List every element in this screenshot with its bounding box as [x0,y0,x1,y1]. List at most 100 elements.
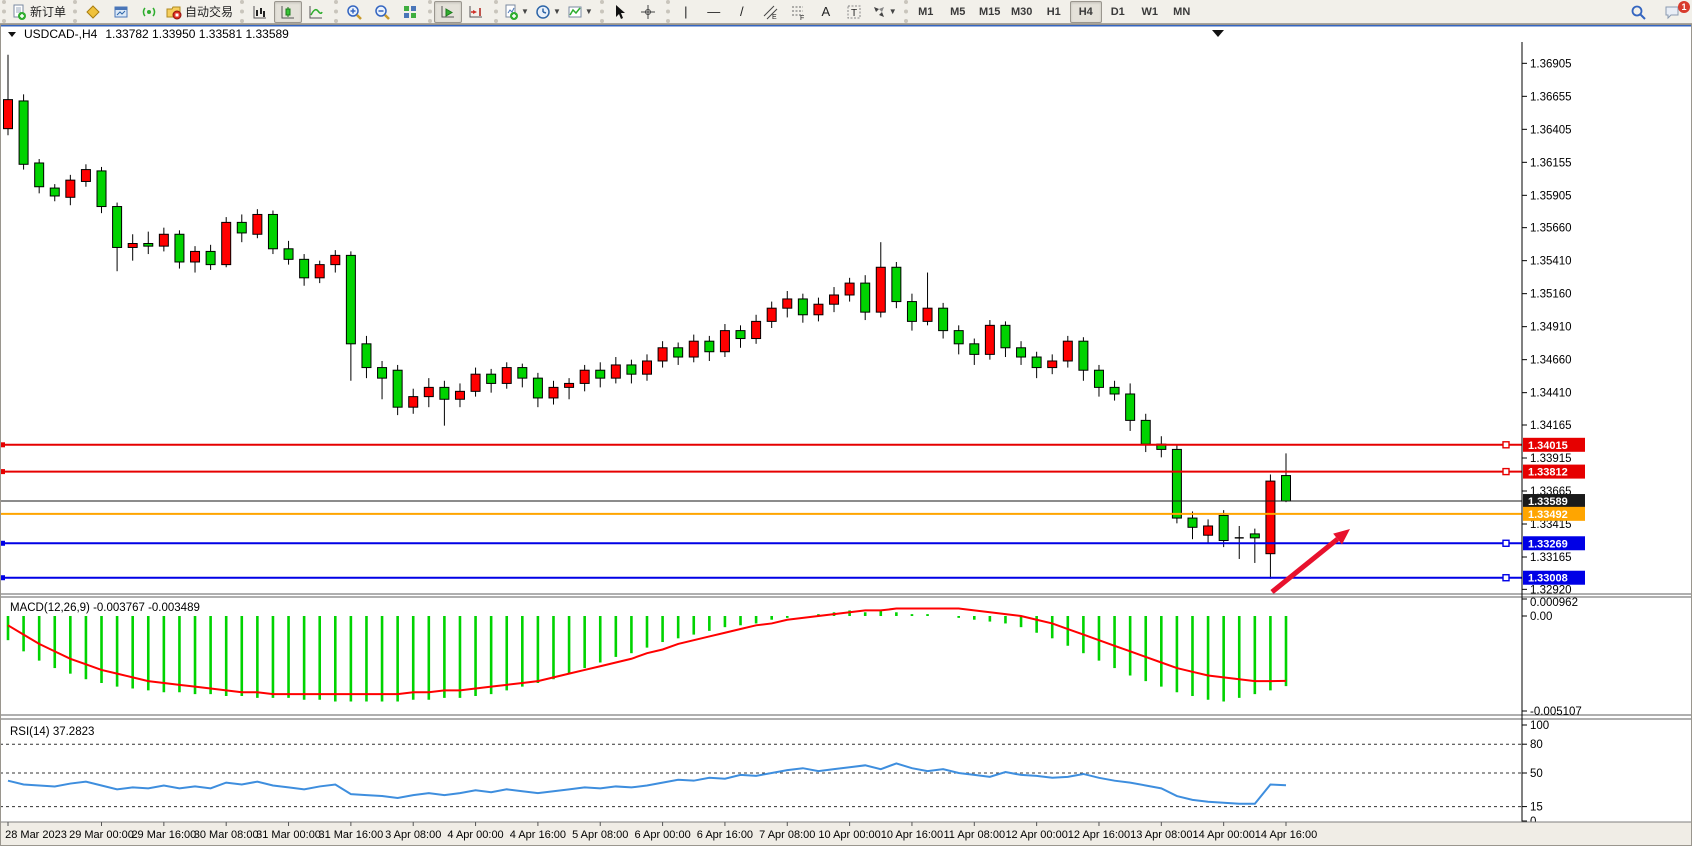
candle-body [751,320,762,340]
candle-body [143,243,154,247]
time-label: 29 Mar 00:00 [69,829,134,841]
trend-arrow-head[interactable] [1333,529,1350,545]
hline-handle-left[interactable] [0,540,5,546]
toolbar-group-objects: ▼ ▼ ▼ [494,0,598,23]
candle-body [361,343,372,369]
trendline-icon: / [739,4,744,19]
candle-body [595,369,606,379]
arrows-button[interactable]: ▼ [868,1,900,23]
new-chart-button[interactable]: ▼ [500,1,532,23]
tile-windows-button[interactable] [396,1,424,23]
time-label: 29 Mar 16:00 [131,829,196,841]
timeframe-button-D1[interactable]: D1 [1110,5,1125,18]
periods-button[interactable]: ▼ [532,1,564,23]
chevron-down-icon: ▼ [552,7,561,16]
candlestick-chart-button[interactable] [274,0,303,23]
toolbar-group-timeframes: M1 M5 M15 M30 H1 H4 D1 W1 MN [903,0,1200,23]
rsi-pane[interactable] [0,743,1522,808]
price-tag-label: 1.33492 [1528,509,1568,521]
vertical-line-button[interactable]: | [672,1,700,23]
auto-scroll-icon [441,5,455,17]
toolbar-group-zoom [334,0,426,23]
main-toolbar: 新订单 自动交易 [0,0,1692,24]
crosshair-button[interactable] [634,1,662,23]
trendline-button[interactable]: / [728,1,756,23]
notification-badge: 1 [1678,0,1690,13]
time-label: 30 Mar 08:00 [194,829,259,841]
new-order-icon [13,4,26,20]
time-label: 28 Mar 2023 [5,829,67,841]
timeframe-button-M5[interactable]: M5 [950,5,966,18]
data-window-button[interactable] [107,1,135,23]
one-click-dropdown-icon[interactable] [1212,30,1224,37]
candle-body [1249,533,1260,539]
zoom-in-button[interactable] [340,1,368,23]
timeframe-button-M15[interactable]: M15 [979,5,1001,18]
fibonacci-button[interactable]: F [784,1,812,23]
candle-body [392,369,403,408]
text-label-button[interactable]: T [840,1,868,23]
candle-body [1078,340,1089,371]
horizontal-line-button[interactable]: — [700,1,728,23]
bar-chart-button[interactable] [246,1,274,23]
macd-pane[interactable] [6,607,1288,702]
rsi-line [7,762,1287,805]
main-price-pane[interactable] [0,54,1522,594]
candle-body [564,382,575,388]
auto-trading-button[interactable]: 自动交易 [163,1,236,23]
candle-body [953,330,964,345]
timeframe-button-M1[interactable]: M1 [918,5,934,18]
notifications-button[interactable]: 1 [1658,0,1690,23]
candle-body [174,233,185,263]
timeframe-button-H1[interactable]: H1 [1046,5,1061,18]
new-order-button[interactable]: 新订单 [8,1,69,23]
chevron-down-icon: ▼ [888,7,897,16]
candle-body [18,100,29,165]
candle-body [1203,525,1214,536]
time-label: 6 Apr 16:00 [697,829,753,841]
candle-body [688,340,699,358]
timeframe-button-M30[interactable]: M30 [1011,5,1033,18]
market-watch-button[interactable] [79,1,107,23]
search-button[interactable] [1624,1,1652,23]
timeframe-button-H4[interactable]: H4 [1069,0,1102,23]
price-tag [1523,437,1585,452]
price-axis[interactable]: 1.36905 1.36655 1.36405 1.36155 1.35905 1.356… [0,42,1692,828]
hline-handle-left[interactable] [0,469,5,475]
trend-arrow-shaft[interactable] [1270,537,1340,594]
channel-button[interactable]: E [756,1,784,23]
chart-menu-triangle-icon[interactable] [8,32,16,37]
toolbar-group-charttype [240,0,332,23]
cursor-button[interactable] [606,1,634,23]
chevron-down-icon: ▼ [584,7,593,16]
price-tick-label: 1.35160 [1530,289,1572,301]
timeframe-button-W1[interactable]: W1 [1141,5,1158,18]
window-active-border [0,24,1692,27]
hline-handle[interactable] [1502,574,1510,582]
templates-button[interactable]: ▼ [564,1,596,23]
timeframe-button-MN[interactable]: MN [1173,5,1191,18]
clock-icon [536,4,550,19]
line-chart-button[interactable] [302,1,330,23]
chart-shift-button[interactable] [462,1,490,23]
chart-canvas[interactable]: USDCAD-,H4 1.33782 1.33950 1.33581 1.3358… [0,24,1692,846]
candle-body [330,254,341,266]
hline-handle-left[interactable] [0,575,5,581]
auto-scroll-button[interactable] [434,0,463,23]
candle-body [626,364,637,375]
chart-title: USDCAD-,H4 1.33782 1.33950 1.33581 1.3358… [24,27,289,41]
hline-handle[interactable] [1502,539,1510,547]
text-button[interactable]: A [812,1,840,23]
candle-body [205,250,216,266]
candle-body [299,258,310,279]
text-label-icon: T [847,5,861,19]
hline-handle[interactable] [1502,467,1510,476]
time-axis-background[interactable] [0,822,1692,846]
zoom-out-button[interactable] [368,1,396,23]
svg-text:F: F [800,15,804,20]
price-tag-label: 1.33269 [1528,538,1568,550]
signals-button[interactable] [135,1,163,23]
hline-handle[interactable] [1502,441,1510,449]
hline-handle-left[interactable] [0,442,5,448]
